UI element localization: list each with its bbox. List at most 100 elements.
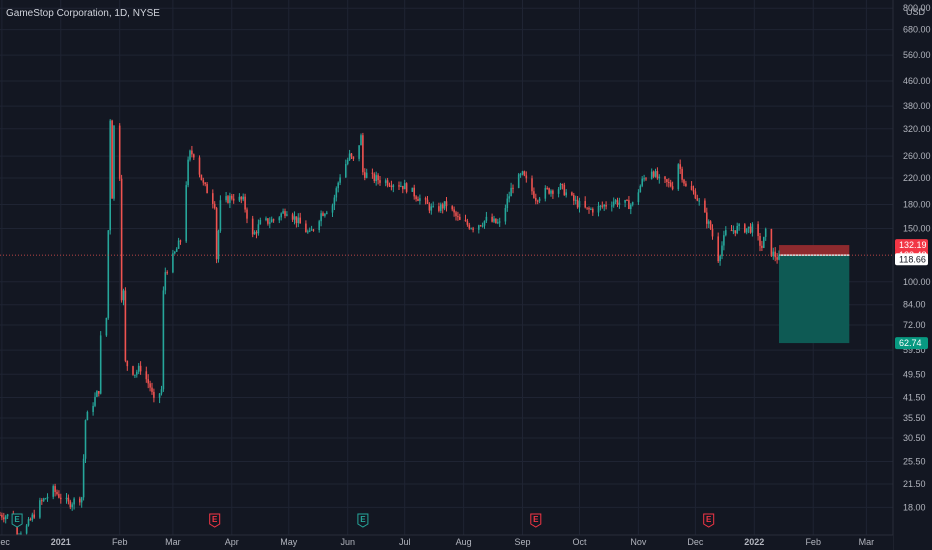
candle-body (432, 206, 434, 208)
candle-body (67, 497, 70, 502)
candle-body (525, 175, 528, 179)
svg-text:118.66: 118.66 (899, 254, 926, 264)
candle-body (238, 196, 241, 201)
time-axis[interactable]: Dec 2021 Feb Mar Apr May Jun Jul Aug Sep Oct Nov Dec… (0, 534, 893, 550)
candle-body (403, 183, 406, 190)
event-marker-earnings[interactable]: E (209, 513, 221, 528)
price-axis-bg (893, 0, 932, 550)
candle-body (510, 187, 512, 197)
candle-body (139, 365, 142, 372)
candle-body (124, 290, 127, 361)
stop-loss-zone[interactable] (779, 245, 850, 256)
candle-body (242, 196, 244, 200)
candle-body (6, 514, 9, 517)
candle-body (379, 180, 381, 183)
candle-body (60, 497, 62, 500)
x-tick-label: Aug (456, 537, 472, 547)
candle-body (206, 184, 208, 194)
event-marker-earnings[interactable]: E (703, 513, 715, 528)
candle-body (308, 230, 311, 232)
candle-body (137, 365, 140, 372)
candle-body (118, 125, 121, 179)
y-tick-label: 18.00 (903, 502, 926, 512)
candle-body (759, 236, 761, 246)
candle-body (603, 204, 605, 207)
candle-body (440, 204, 442, 211)
candle-body (132, 366, 134, 375)
candle-body (692, 189, 695, 192)
x-tick-label: Dec (0, 537, 10, 547)
candle-body (179, 240, 182, 242)
position-tool[interactable] (779, 245, 850, 344)
candle-body (269, 222, 271, 224)
candle-body (299, 217, 301, 224)
candle-body (426, 199, 429, 204)
candle-body (559, 183, 562, 190)
candle-body (1, 514, 3, 518)
candle-body (757, 224, 759, 237)
candle-body (185, 185, 187, 242)
candle-body (145, 371, 148, 380)
candle-body (191, 150, 193, 155)
candle-body (656, 171, 659, 179)
candle-body (557, 189, 560, 194)
candle-body (563, 184, 566, 196)
candle-body (58, 494, 60, 498)
candle-body (508, 196, 510, 199)
candle-body (136, 371, 138, 375)
candle-body (213, 203, 216, 209)
candle-body (160, 389, 163, 394)
candle-body (162, 290, 165, 390)
candle-body (25, 525, 28, 534)
candle-body (126, 360, 129, 367)
candle-body (337, 182, 339, 189)
candle-body (631, 202, 634, 205)
candle-body (706, 212, 708, 224)
event-marker-dividend[interactable]: E (357, 513, 369, 528)
candle-body (628, 200, 630, 209)
candle-body (453, 209, 455, 213)
candle-body (438, 206, 440, 211)
candle-body (654, 171, 657, 177)
y-tick-label: 560.00 (903, 50, 931, 60)
candle-body (776, 257, 778, 260)
candle-body (278, 217, 281, 221)
candle-body (719, 256, 721, 262)
candle-body (350, 153, 353, 157)
candle-body (576, 199, 579, 208)
y-tick-label: 180.00 (903, 199, 931, 209)
candle-body (324, 213, 326, 216)
candle-body (251, 218, 254, 235)
candle-body (373, 173, 376, 182)
candle-body (240, 196, 243, 200)
candle-body (506, 198, 509, 209)
candle-body (573, 195, 575, 201)
candle-body (778, 255, 780, 260)
candle-body (390, 185, 393, 188)
take-profit-zone[interactable] (779, 255, 850, 344)
candle-body (65, 497, 68, 500)
event-marker-earnings[interactable]: E (530, 513, 542, 528)
candle-body (113, 125, 115, 199)
candle-body (419, 198, 421, 201)
candle-body (521, 171, 524, 175)
candle-body (39, 500, 41, 518)
candle-body (468, 224, 471, 229)
candle-body (666, 179, 668, 182)
price-axis[interactable]: 800.00 680.00 560.00 460.00 380.00 320.00 260.… (892, 0, 932, 550)
candle-body (599, 205, 602, 207)
chart-title: GameStop Corporation, 1D, NYSE (6, 8, 160, 19)
candle-body (478, 225, 480, 230)
candle-body (52, 486, 54, 497)
candle-body (730, 230, 733, 232)
candle-body (770, 228, 773, 257)
x-tick-label: Feb (112, 537, 128, 547)
candle-body (704, 200, 706, 213)
candle-body (592, 208, 594, 213)
x-tick-label: Dec (687, 537, 704, 547)
candle-body (497, 222, 499, 224)
event-marker-dividend[interactable]: E (11, 513, 23, 528)
